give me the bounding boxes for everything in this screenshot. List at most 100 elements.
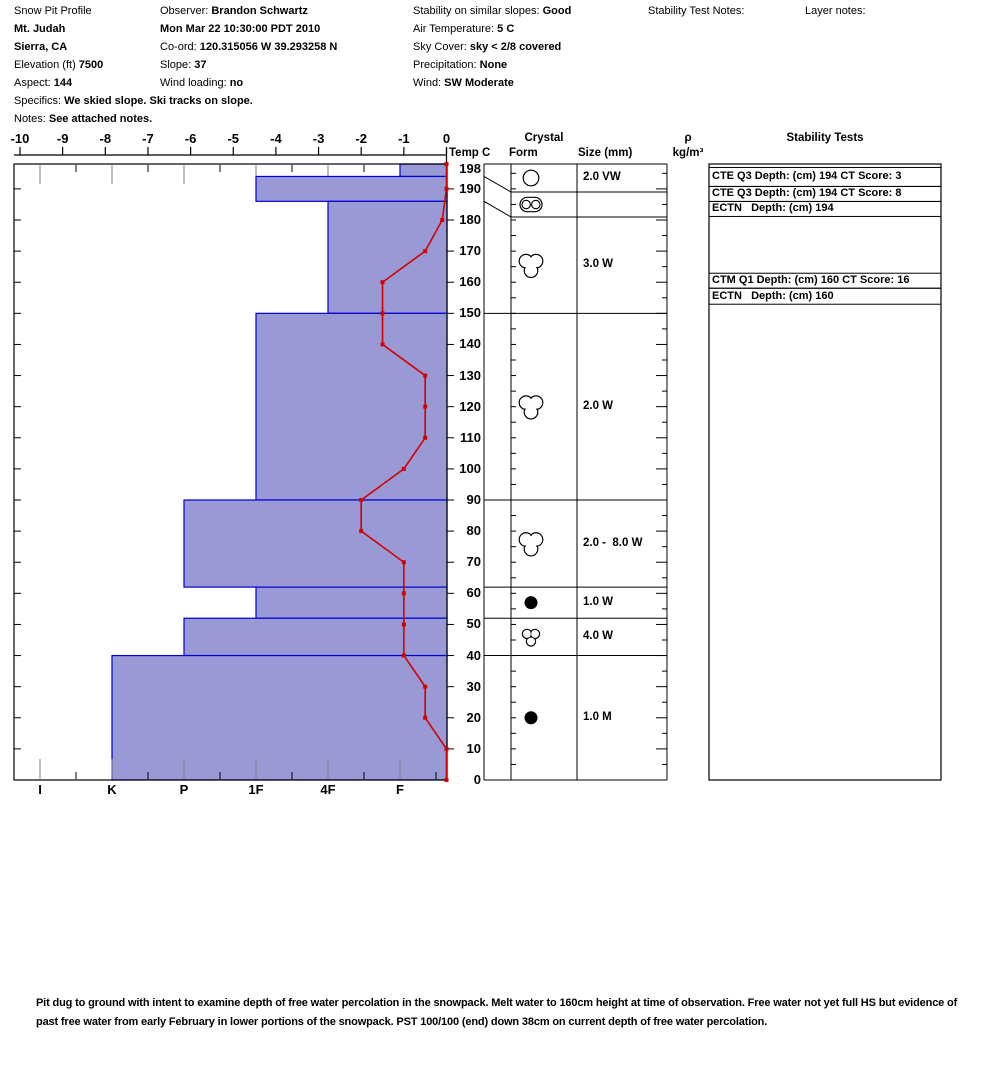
temp-axis-label: -3: [312, 131, 325, 146]
pit-info-value: 120.315056 W 39.293258 N: [196, 41, 338, 53]
temp-axis-label: -7: [142, 131, 154, 146]
pit-info-row: Wind: SW Moderate: [413, 73, 514, 91]
pit-info-row: Sky Cover: sky < 2/8 covered: [413, 37, 561, 55]
temperature-point: [401, 653, 406, 658]
grain-size-label: 2.0 W: [583, 399, 614, 412]
pit-info-row: Precipitation: None: [413, 55, 507, 73]
hardness-bar: [255, 312, 448, 501]
temperature-point: [423, 373, 428, 378]
pit-info-value: Mt. Judah: [14, 23, 66, 35]
temperature-point: [444, 186, 449, 191]
temp-axis-label: -8: [99, 131, 112, 146]
pit-info-label: Wind loading:: [160, 77, 227, 89]
grain-size-label: 3.0 W: [583, 258, 614, 271]
depth-label: 60: [466, 585, 481, 601]
hardness-label-f: F: [396, 782, 404, 797]
form-column-header: Form: [509, 147, 538, 159]
hardness-label-k: K: [107, 782, 117, 797]
pit-info-row: Elevation (ft) 7500: [14, 55, 103, 73]
depth-label: 110: [460, 429, 481, 445]
temperature-point: [380, 342, 385, 347]
crystal-symbol-crust-capsule: [519, 196, 543, 213]
temperature-point: [423, 404, 428, 409]
temperature-point: [380, 280, 385, 285]
hardness-label-1f: 1F: [248, 782, 264, 797]
stability-test-result: CTE Q3 Depth: (cm) 194 CT Score: 8: [712, 187, 902, 200]
hardness-label-i: I: [38, 782, 42, 797]
crystal-symbol-dot-filled: [524, 596, 538, 610]
temp-axis-label: 0: [442, 131, 451, 146]
hardness-bar: [327, 200, 448, 314]
pit-info-row: Wind loading: no: [160, 73, 243, 91]
stability-test-result: ECTN Depth: (cm) 160: [712, 289, 834, 302]
temperature-point: [423, 684, 428, 689]
layer-expansion-connector: [483, 176, 512, 193]
density-units-label: kg/m³: [672, 147, 704, 159]
temperature-point: [401, 466, 406, 471]
grain-size-label: 2.0 - 8.0 W: [583, 536, 643, 549]
depth-label: 90: [466, 492, 481, 507]
temperature-point: [401, 591, 406, 596]
pit-info-value: sky < 2/8 covered: [466, 41, 562, 53]
depth-label: 170: [459, 243, 481, 259]
depth-label: 70: [466, 554, 481, 570]
pit-info-value: See attached notes.: [45, 113, 153, 125]
crystal-symbol-cluster-3: [518, 253, 544, 279]
pit-info-value: Good: [539, 5, 572, 17]
depth-label: 100: [459, 460, 481, 476]
pit-info-value: Sierra, CA: [14, 41, 68, 53]
depth-label: 40: [466, 647, 481, 663]
stability-tests-header: Stability Tests: [786, 132, 864, 144]
pit-notes-paragraph: Pit dug to ground with intent to examine…: [36, 997, 958, 1028]
pit-info-row: Stability on similar slopes: Good: [413, 1, 571, 19]
depth-label: 120: [459, 398, 481, 414]
depth-label: 160: [459, 274, 481, 290]
temperature-point: [380, 311, 385, 316]
pit-info-label: Precipitation:: [413, 59, 477, 71]
temperature-point: [401, 560, 406, 565]
pit-info-label: Stability Test Notes:: [648, 5, 745, 17]
pit-info-label: Aspect:: [14, 77, 51, 89]
grain-size-label: 1.0 W: [583, 595, 614, 608]
pit-info-row: Slope: 37: [160, 55, 207, 73]
stability-test-result: CTE Q3 Depth: (cm) 194 CT Score: 3: [712, 170, 902, 183]
size-column-header: Size (mm): [578, 147, 633, 159]
stability-test-row-box: [708, 287, 942, 305]
hardness-label-4f: 4F: [320, 782, 336, 797]
depth-label: 150: [459, 305, 481, 321]
temperature-point: [444, 746, 449, 751]
hardness-bar: [255, 175, 448, 202]
pit-info-label: Layer notes:: [805, 5, 866, 17]
temperature-point: [359, 529, 364, 534]
hardness-label-p: P: [179, 782, 189, 797]
pit-info-row: Snow Pit Profile: [14, 1, 92, 19]
temp-axis-label: -1: [398, 131, 410, 146]
pit-info-value: 37: [191, 59, 207, 71]
temperature-point: [423, 715, 428, 720]
temperature-point: [444, 162, 449, 166]
pit-info-row: Stability Test Notes:: [648, 1, 744, 19]
temperature-point: [423, 435, 428, 440]
plot-border: [13, 163, 448, 781]
pit-info-label: Elevation (ft): [14, 59, 76, 71]
depth-label: 80: [466, 523, 481, 539]
pit-info-label: Observer:: [160, 5, 209, 17]
grain-size-label: 4.0 W: [583, 629, 614, 642]
pit-info-row: Co-ord: 120.315056 W 39.293258 N: [160, 37, 337, 55]
pit-info-value: 144: [50, 77, 73, 89]
crystal-symbol-dot-filled: [524, 711, 538, 725]
depth-label: 140: [459, 336, 481, 352]
pit-info-value: SW Moderate: [441, 77, 514, 89]
layer-expansion-connector: [483, 200, 512, 218]
grain-size-label: 1.0 M: [583, 710, 612, 723]
crystal-symbol-circle-outline: [522, 169, 540, 187]
depth-label: 30: [466, 678, 481, 694]
grain-size-label: 2.0 VW: [583, 171, 621, 183]
pit-info-value: Brandon Schwartz: [208, 5, 308, 17]
pit-info-label: Slope:: [160, 59, 192, 71]
temp-axis-label: -10: [10, 131, 30, 146]
pit-info-row: Notes: See attached notes.: [14, 109, 152, 127]
pit-info-row: Observer: Brandon Schwartz: [160, 1, 308, 19]
pit-info-value: 7500: [75, 59, 104, 71]
